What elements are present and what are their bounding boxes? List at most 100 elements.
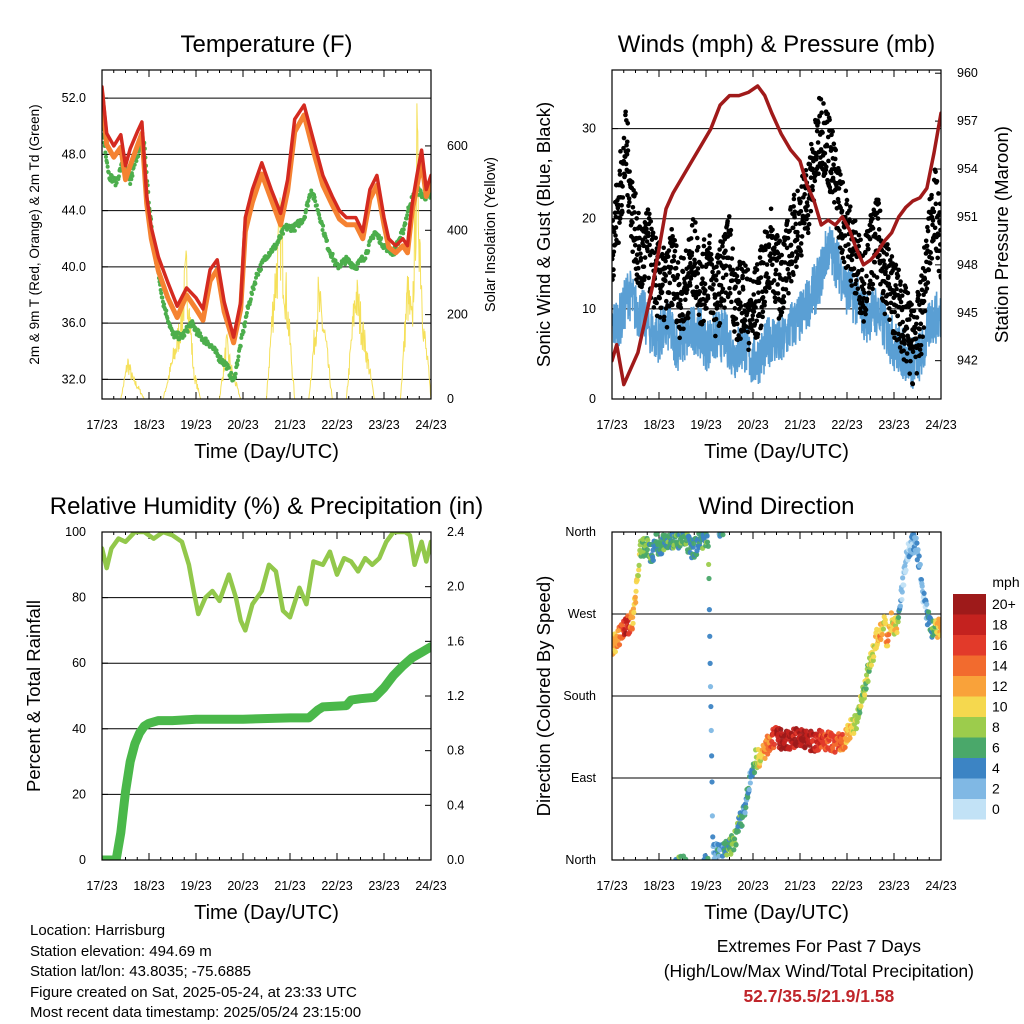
gust-point <box>694 284 700 290</box>
gust-point <box>749 317 755 322</box>
gust-point <box>729 299 734 305</box>
xtick-label: 18/23 <box>133 879 164 893</box>
gust-point <box>755 331 761 337</box>
ytick-right-label: 0.4 <box>447 798 464 812</box>
dewpoint-point <box>256 272 261 277</box>
ytick-right-label: 1.6 <box>447 634 464 648</box>
rh_precip-grid <box>102 597 431 795</box>
dewpoint-point <box>304 207 309 212</box>
gust-point <box>914 321 919 327</box>
gust-point <box>844 197 850 203</box>
gust-point <box>906 335 911 341</box>
gust-point <box>791 196 797 202</box>
gust-point <box>872 259 878 265</box>
xtick-label: 19/23 <box>690 418 721 432</box>
gust-point <box>765 275 771 281</box>
gust-point <box>836 199 841 205</box>
xtick-label: 21/23 <box>274 879 305 893</box>
direction-point <box>901 582 907 588</box>
gust-point <box>904 358 909 364</box>
xtick-label: 23/23 <box>368 418 399 432</box>
direction-point <box>742 810 748 816</box>
gust-point <box>782 242 787 247</box>
gust-point <box>695 235 700 241</box>
gust-point <box>621 145 626 151</box>
gust-point <box>617 172 623 177</box>
gust-point <box>802 220 807 226</box>
gust-point <box>904 351 910 356</box>
gust-point <box>784 245 790 251</box>
dewpoint-point <box>278 235 283 240</box>
gust-point <box>738 300 743 305</box>
gust-point <box>886 281 892 287</box>
gust-point <box>786 275 792 280</box>
gust-point <box>636 244 642 249</box>
gust-point <box>881 258 886 263</box>
gust-point <box>709 262 715 267</box>
colorbar-label: 2 <box>992 781 1000 797</box>
gust-point <box>845 263 851 269</box>
direction-point <box>899 589 905 595</box>
gust-point <box>819 110 824 115</box>
direction-point <box>710 834 716 840</box>
direction-point <box>913 535 919 541</box>
gust-point <box>762 303 767 308</box>
direction-point <box>630 614 636 620</box>
gust-point <box>754 267 760 273</box>
direction-point <box>894 629 900 636</box>
gust-point <box>612 277 615 282</box>
gust-point <box>791 272 796 277</box>
gust-point <box>788 242 794 248</box>
gust-point <box>685 315 691 321</box>
gust-point <box>870 286 875 292</box>
gust-point <box>617 168 623 174</box>
dewpoint-point <box>242 324 247 329</box>
dewpoint-point <box>182 333 187 338</box>
colorbar-label: 6 <box>992 740 1000 756</box>
gust-point <box>773 299 778 305</box>
gust-point <box>721 255 726 260</box>
gust-point <box>853 230 858 235</box>
gust-point <box>612 249 617 255</box>
direction-point <box>854 719 860 725</box>
gust-point <box>736 278 742 284</box>
gust-point <box>887 306 892 311</box>
dewpoint-point <box>317 212 322 217</box>
dewpoint-point <box>105 160 110 165</box>
xtick-label: 23/23 <box>878 418 909 432</box>
wind_direction-xlabel: Time (Day/UTC) <box>704 902 849 924</box>
xtick-label: 21/23 <box>784 879 815 893</box>
direction-point <box>778 726 784 733</box>
gust-point <box>794 264 799 270</box>
rh_precip-xlabel: Time (Day/UTC) <box>194 902 339 924</box>
rh_precip-frame <box>101 531 432 861</box>
gust-point <box>667 280 673 286</box>
dewpoint-point <box>306 198 311 203</box>
gust-point <box>892 309 898 315</box>
xtick-label: 20/23 <box>227 879 258 893</box>
gust-point <box>805 230 811 236</box>
gust-point <box>766 242 772 247</box>
dewpoint-point <box>131 165 136 170</box>
gust-point <box>865 242 870 248</box>
gust-point <box>770 227 775 233</box>
colorbar-label: 4 <box>992 760 1000 776</box>
direction-point <box>743 804 749 811</box>
gust-point <box>836 168 842 174</box>
gust-point <box>784 278 789 283</box>
dewpoint-point <box>403 221 408 226</box>
gust-point <box>804 216 809 222</box>
gust-point <box>642 274 647 279</box>
dewpoint-point <box>226 365 231 370</box>
gust-point <box>937 242 941 247</box>
gust-point <box>913 354 918 360</box>
colorbar-label: 12 <box>992 678 1008 694</box>
gust-point <box>673 265 679 271</box>
winds-chart: Winds (mph) & Pressure (mb) Time (Day/UTC… <box>533 31 1012 463</box>
direction-point <box>705 543 711 549</box>
gust-point <box>636 265 641 271</box>
direction-point <box>882 617 888 623</box>
gust-point <box>914 371 920 376</box>
gust-point <box>810 184 815 189</box>
direction-point <box>878 636 884 643</box>
